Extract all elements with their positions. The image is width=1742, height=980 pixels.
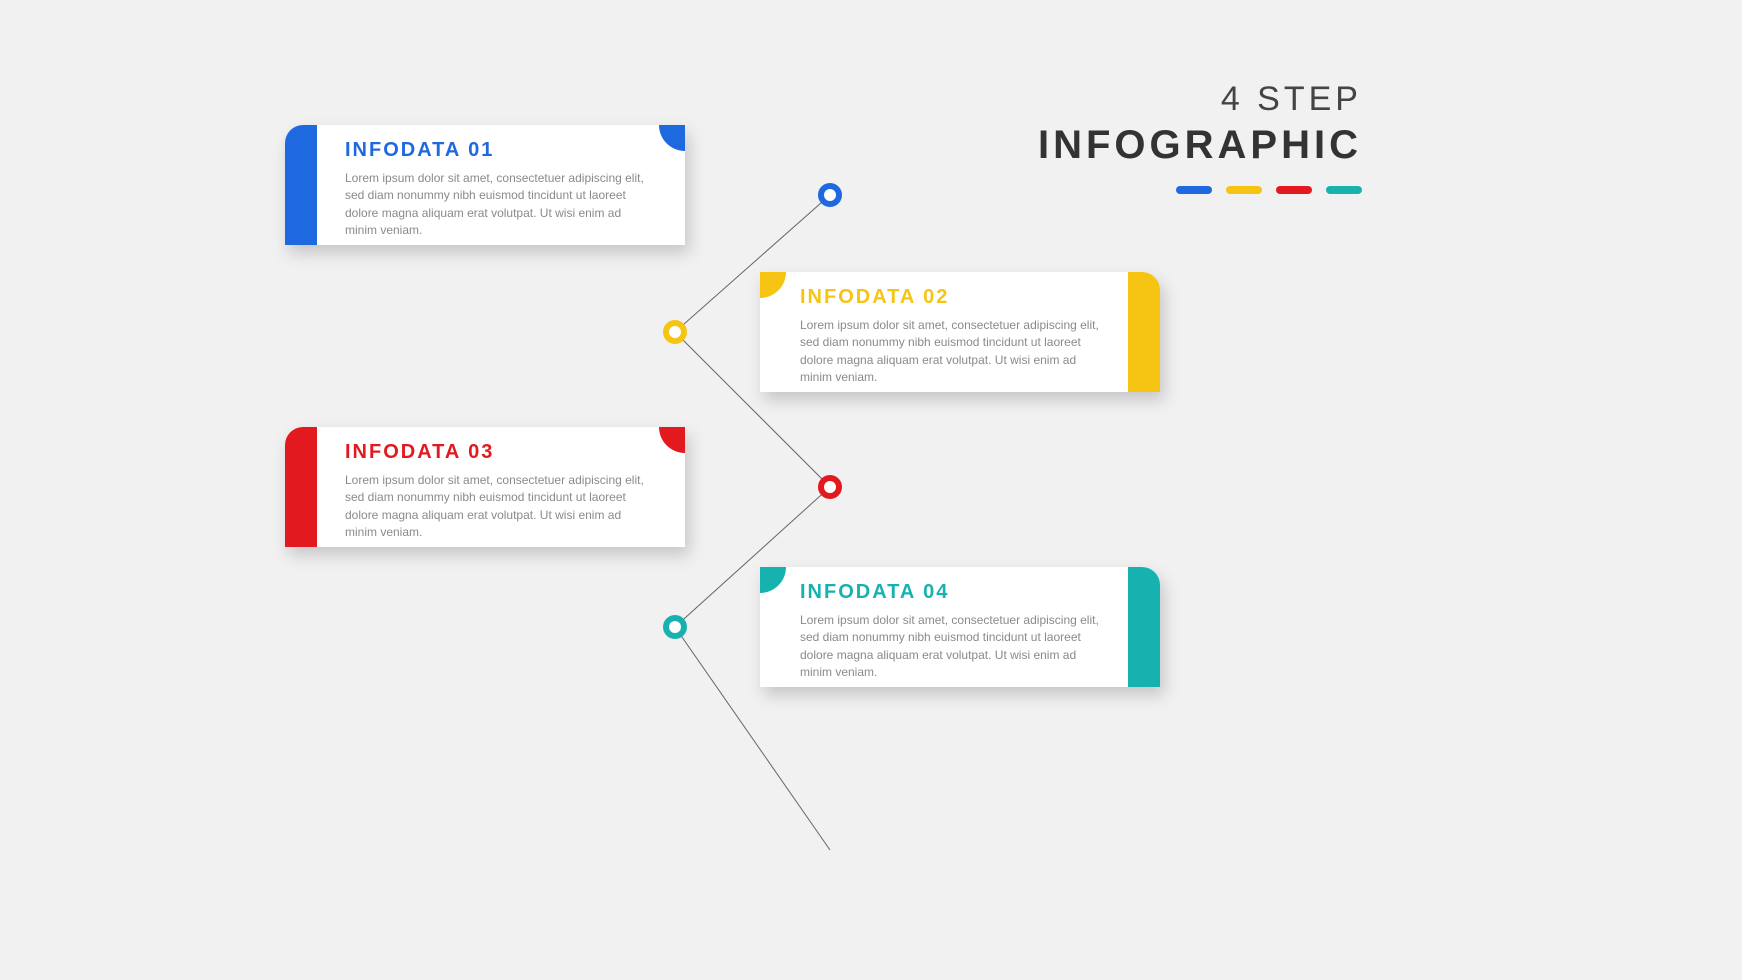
infographic-stage: 4 STEP INFOGRAPHIC INFODATA 01 Lorem ipsu… [0,0,1742,980]
card-2-corner [760,272,786,298]
card-1-corner [659,125,685,151]
spine-node-1 [818,183,842,207]
card-4-corner [760,567,786,593]
card-1-title: INFODATA 01 [345,139,655,162]
card-3-desc: Lorem ipsum dolor sit amet, consectetuer… [345,472,655,542]
card-2-title: INFODATA 02 [800,286,1100,309]
card-4-body: INFODATA 04Lorem ipsum dolor sit amet, c… [800,581,1100,673]
header-title: INFOGRAPHIC [1038,123,1362,168]
card-4-tab [1128,567,1160,687]
spine-node-3 [818,475,842,499]
spine-node-2 [663,320,687,344]
card-3-tab [285,427,317,547]
card-2: INFODATA 02 Lorem ipsum dolor sit amet, c… [760,272,1160,392]
card-1: INFODATA 01 Lorem ipsum dolor sit amet, c… [285,125,685,245]
card-1-tab [285,125,317,245]
card-3-corner [659,427,685,453]
pill-2 [1226,186,1262,194]
pill-3 [1276,186,1312,194]
header-color-pills [1038,186,1362,194]
card-1-desc: Lorem ipsum dolor sit amet, consectetuer… [345,170,655,240]
card-1-body: INFODATA 01Lorem ipsum dolor sit amet, c… [345,139,655,231]
header: 4 STEP INFOGRAPHIC [1038,80,1362,194]
timeline-spine [0,0,1742,980]
header-subtitle: 4 STEP [1038,80,1362,119]
card-2-desc: Lorem ipsum dolor sit amet, consectetuer… [800,317,1100,387]
card-2-body: INFODATA 02Lorem ipsum dolor sit amet, c… [800,286,1100,378]
card-4-desc: Lorem ipsum dolor sit amet, consectetuer… [800,612,1100,682]
card-4-title: INFODATA 04 [800,581,1100,604]
pill-1 [1176,186,1212,194]
card-2-tab [1128,272,1160,392]
card-4: INFODATA 04 Lorem ipsum dolor sit amet, c… [760,567,1160,687]
card-3-title: INFODATA 03 [345,441,655,464]
spine-node-4 [663,615,687,639]
card-3-body: INFODATA 03Lorem ipsum dolor sit amet, c… [345,441,655,533]
pill-4 [1326,186,1362,194]
card-3: INFODATA 03 Lorem ipsum dolor sit amet, c… [285,427,685,547]
